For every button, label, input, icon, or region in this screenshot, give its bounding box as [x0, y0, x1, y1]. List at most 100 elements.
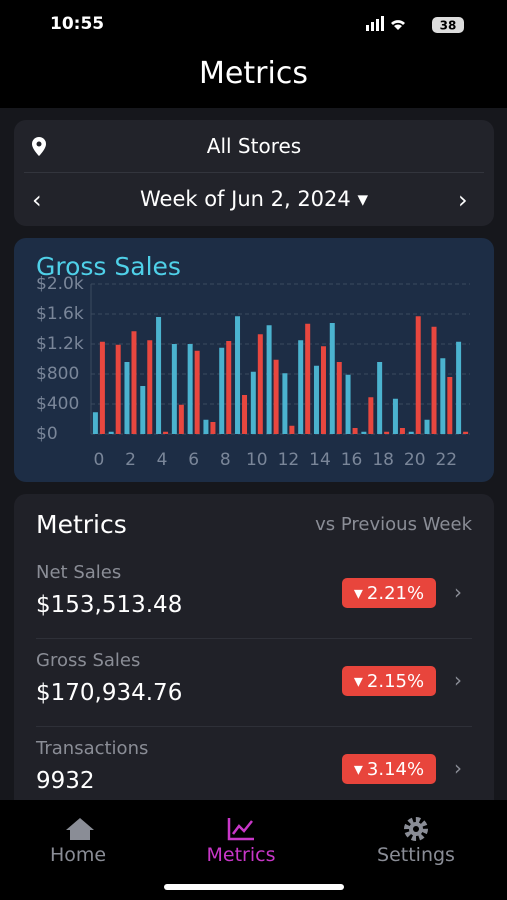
x-tick-label: 14: [309, 450, 331, 470]
bar: [131, 331, 137, 434]
status-icons: 38: [366, 16, 464, 33]
chart-title: Gross Sales: [36, 252, 181, 281]
bar: [140, 386, 146, 434]
bar: [203, 419, 209, 434]
bar: [187, 344, 193, 434]
y-tick-label: $0: [36, 424, 58, 444]
tab-settings[interactable]: Settings: [377, 844, 455, 866]
prev-week[interactable]: ‹: [32, 186, 42, 214]
battery-level: 38: [440, 19, 457, 33]
down-arrow: ▾: [353, 758, 363, 780]
x-tick-label: 4: [157, 450, 168, 470]
x-tick-label: 20: [404, 450, 426, 470]
bar: [266, 325, 272, 434]
bar: [424, 419, 430, 434]
change-value: 3.14%: [366, 758, 425, 780]
home-icon: [66, 818, 94, 840]
y-tick-label: $2.0k: [36, 274, 84, 294]
bar: [92, 412, 98, 434]
bar: [147, 340, 153, 434]
y-tick-label: $1.2k: [36, 334, 84, 354]
tab-metrics[interactable]: Metrics: [206, 844, 276, 866]
bar: [399, 428, 405, 434]
bar: [273, 359, 279, 434]
bar: [282, 373, 288, 434]
bar: [257, 334, 263, 434]
status-time: 10:55: [50, 14, 105, 34]
bar: [226, 341, 232, 434]
bar: [298, 340, 304, 434]
metric-label: Transactions: [36, 738, 149, 759]
bar: [242, 395, 248, 434]
x-tick-label: 12: [278, 450, 300, 470]
bar: [115, 344, 121, 434]
bar: [320, 346, 326, 434]
comparison-label: vs Previous Week: [315, 514, 472, 535]
chart: Gross Sales $0 $400 $800 $1.2k $1.6k $2.0k 0 2 4…: [14, 238, 494, 482]
x-tick-label: 8: [220, 450, 231, 470]
tab-home[interactable]: Home: [49, 844, 107, 866]
divider: [36, 638, 472, 639]
bar: [456, 341, 462, 434]
bar: [313, 365, 319, 434]
bar: [352, 428, 358, 434]
x-tick-label: 22: [435, 450, 457, 470]
bar: [415, 316, 421, 434]
bar: [447, 377, 453, 434]
metrics-icon: [227, 818, 254, 841]
change-pill[interactable]: ▾ 2.21%: [342, 578, 436, 608]
row-chevron[interactable]: ›: [454, 756, 462, 780]
bar: [440, 358, 446, 434]
bar: [384, 431, 390, 434]
bar: [289, 425, 295, 434]
bar: [178, 404, 184, 434]
next-week[interactable]: ›: [458, 186, 468, 214]
x-tick-label: 18: [372, 450, 394, 470]
x-tick-label: 10: [246, 450, 268, 470]
metrics-title: Metrics: [36, 510, 127, 539]
row-chevron[interactable]: ›: [454, 580, 462, 604]
change-value: 2.21%: [366, 582, 425, 604]
y-tick-label: $800: [36, 364, 79, 384]
bar: [250, 371, 256, 434]
bar: [361, 431, 367, 434]
metric-label: Gross Sales: [36, 650, 141, 671]
tab-bar: [0, 800, 507, 900]
metric-value: $170,934.76: [36, 680, 183, 706]
bar: [156, 317, 162, 434]
bar: [305, 323, 311, 434]
bar: [163, 431, 169, 434]
row-chevron[interactable]: ›: [454, 668, 462, 692]
bar: [392, 398, 398, 434]
bar: [210, 422, 216, 434]
bar: [124, 362, 130, 434]
down-arrow: ▾: [353, 582, 363, 604]
change-pill[interactable]: ▾ 3.14%: [342, 754, 436, 784]
metric-value: 9932: [36, 768, 95, 794]
filters-card: All Stores ‹ Week of Jun 2, 2024 ▾ ›: [14, 120, 494, 226]
bar: [431, 326, 437, 434]
bar: [219, 347, 225, 434]
bar: [171, 344, 177, 434]
down-arrow: ▾: [353, 670, 363, 692]
location-icon: [32, 137, 46, 156]
change-pill[interactable]: ▾ 2.15%: [342, 666, 436, 696]
store-selector[interactable]: All Stores: [206, 134, 302, 158]
bar: [463, 431, 469, 434]
header-title: Metrics: [199, 56, 308, 91]
week-label: Week of Jun 2, 2024: [140, 187, 351, 211]
x-tick-label: 16: [341, 450, 363, 470]
x-tick-label: 2: [125, 450, 136, 470]
bar: [345, 374, 351, 434]
home-indicator: [164, 884, 344, 890]
divider: [36, 726, 472, 727]
bar: [99, 341, 105, 434]
change-value: 2.15%: [366, 670, 425, 692]
bar: [194, 350, 200, 434]
x-tick-label: 6: [188, 450, 199, 470]
divider: [24, 172, 484, 173]
bar: [108, 431, 114, 434]
week-selector[interactable]: Week of Jun 2, 2024 ▾: [140, 187, 368, 211]
metric-value: $153,513.48: [36, 592, 183, 618]
